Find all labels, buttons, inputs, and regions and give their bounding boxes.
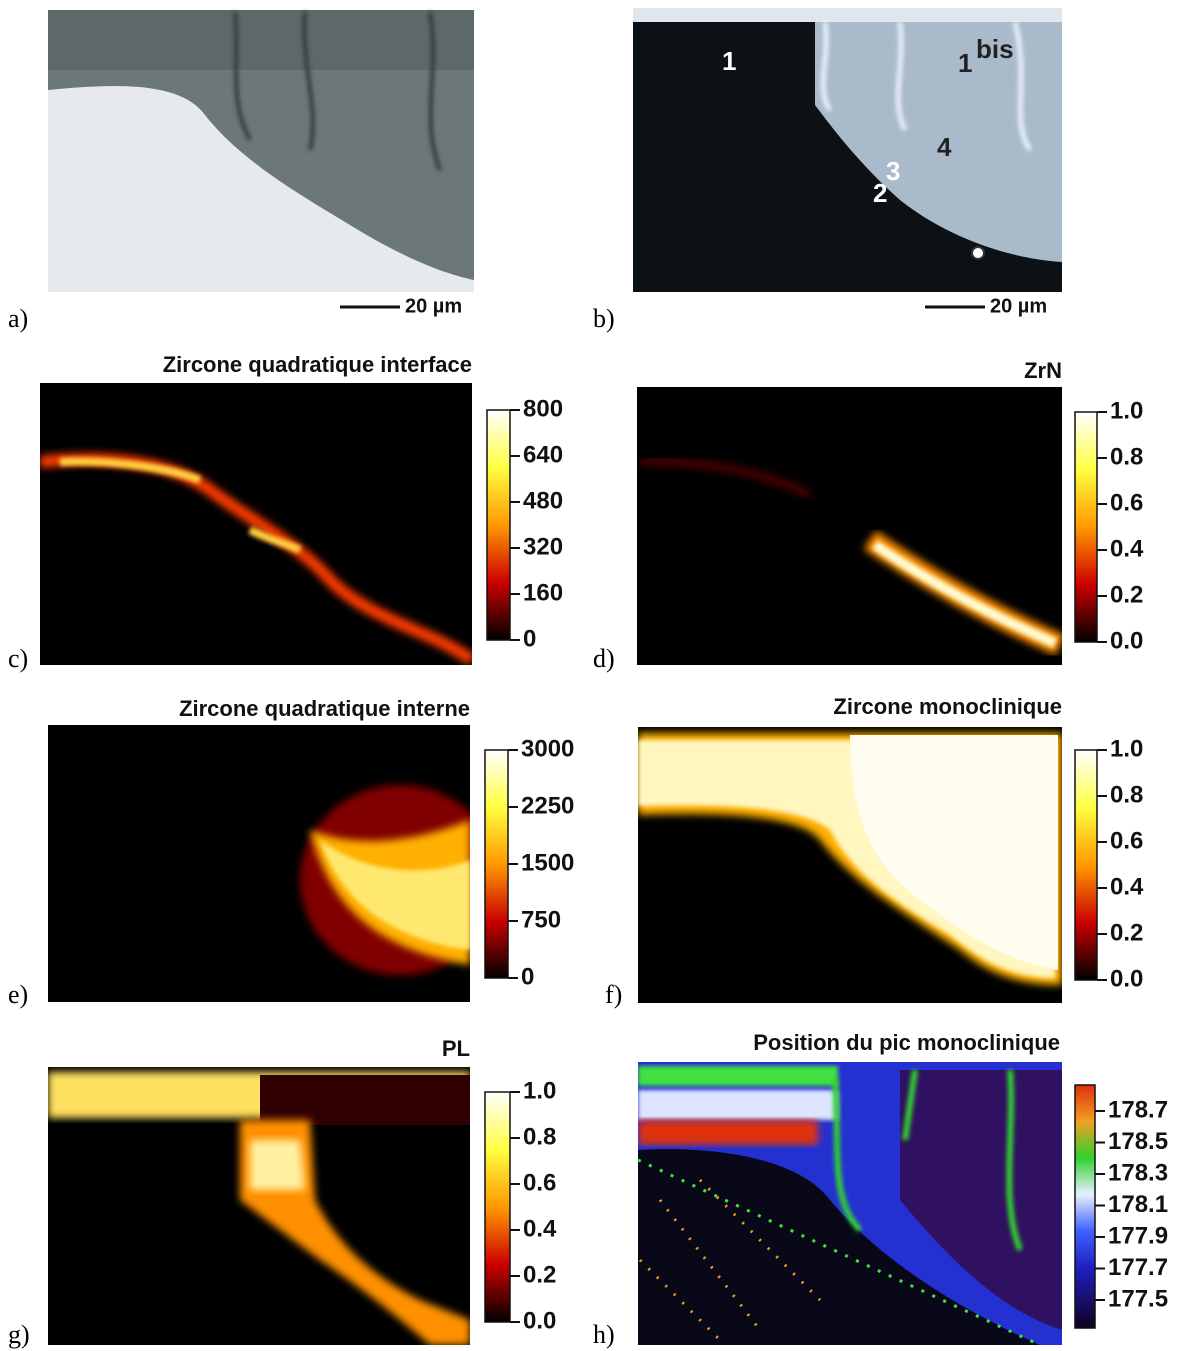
colorbar-tick-label: 0.6 <box>1110 827 1143 854</box>
colorbar-tick-label: 1.0 <box>523 1077 556 1104</box>
panel-letter: d) <box>593 644 615 673</box>
colorbar-tick-label: 177.7 <box>1108 1254 1168 1281</box>
annotation: 1 <box>722 46 736 76</box>
scale-bar-label: 20 µm <box>405 295 462 317</box>
image-b <box>633 8 1062 292</box>
colorbar-tick-label: 640 <box>523 441 563 468</box>
panel-title: ZrN <box>1024 358 1062 383</box>
colorbar-tick-label: 320 <box>523 533 563 560</box>
panel-title: Zircone monoclinique <box>833 694 1062 719</box>
colorbar-tick-label: 3000 <box>521 735 574 762</box>
image-f <box>638 727 1062 1003</box>
image-d <box>637 387 1062 665</box>
colorbar <box>484 1091 511 1323</box>
colorbar-tick-label: 178.5 <box>1108 1128 1168 1155</box>
panel-letter: a) <box>8 304 28 333</box>
annotation: 3 <box>886 156 900 186</box>
panel-title: Zircone quadratique interne <box>179 696 470 721</box>
colorbar <box>484 749 509 979</box>
colorbar-tick-label: 0.0 <box>523 1307 556 1334</box>
colorbar <box>1074 749 1098 981</box>
colorbar <box>486 409 511 641</box>
colorbar-tick-label: 0.2 <box>523 1261 556 1288</box>
image-h <box>638 1062 1062 1345</box>
colorbar-tick-label: 0.4 <box>523 1215 557 1242</box>
colorbar-tick-label: 177.9 <box>1108 1222 1168 1249</box>
panel-letter: c) <box>8 644 28 673</box>
colorbar-tick-label: 1.0 <box>1110 397 1143 424</box>
colorbar-tick-label: 2250 <box>521 792 574 819</box>
colorbar-tick-label: 0.6 <box>523 1169 556 1196</box>
panel-letter: b) <box>593 304 615 333</box>
panel-letter: f) <box>605 980 622 1009</box>
image-e <box>48 725 470 1002</box>
colorbar-tick-label: 0.4 <box>1110 535 1144 562</box>
annotation: 2 <box>873 178 887 208</box>
colorbar-tick-label: 0.4 <box>1110 873 1144 900</box>
panel-title: PL <box>442 1036 470 1061</box>
colorbar-tick-label: 800 <box>523 395 563 422</box>
colorbar-tick-label: 480 <box>523 487 563 514</box>
colorbar-tick-label: 160 <box>523 579 563 606</box>
colorbar <box>1074 1084 1096 1329</box>
panel-letter: g) <box>8 1320 30 1349</box>
panel-title: Zircone quadratique interface <box>163 352 472 377</box>
annotation: 1 <box>958 48 972 78</box>
colorbar-tick-label: 177.5 <box>1108 1285 1168 1312</box>
colorbar-tick-label: 0.8 <box>1110 443 1143 470</box>
colorbar-tick-label: 178.3 <box>1108 1159 1168 1186</box>
colorbar-tick-label: 0.8 <box>1110 781 1143 808</box>
colorbar-tick-label: 0.0 <box>1110 627 1143 654</box>
colorbar-tick-label: 0.6 <box>1110 489 1143 516</box>
colorbar-tick-label: 1.0 <box>1110 735 1143 762</box>
annotation: bis <box>976 34 1014 64</box>
colorbar-tick-label: 178.7 <box>1108 1096 1168 1123</box>
image-a <box>48 10 474 292</box>
image-g <box>48 1067 470 1345</box>
colorbar-tick-label: 1500 <box>521 849 574 876</box>
colorbar-tick-label: 0.2 <box>1110 581 1143 608</box>
colorbar-tick-label: 0.0 <box>1110 965 1143 992</box>
scale-bar-label: 20 µm <box>990 295 1047 317</box>
colorbar-tick-label: 0.2 <box>1110 919 1143 946</box>
colorbar-tick-label: 178.1 <box>1108 1191 1168 1218</box>
colorbar-tick-label: 0 <box>521 963 534 990</box>
panel-title: Position du pic monoclinique <box>753 1030 1060 1055</box>
colorbar-tick-label: 0 <box>523 625 536 652</box>
annotation: 4 <box>937 132 952 162</box>
image-c <box>40 383 472 665</box>
colorbar <box>1074 411 1098 643</box>
panel-letter: e) <box>8 980 28 1009</box>
colorbar-tick-label: 0.8 <box>523 1123 556 1150</box>
colorbar-tick-label: 750 <box>521 906 561 933</box>
panel-letter: h) <box>593 1320 615 1349</box>
